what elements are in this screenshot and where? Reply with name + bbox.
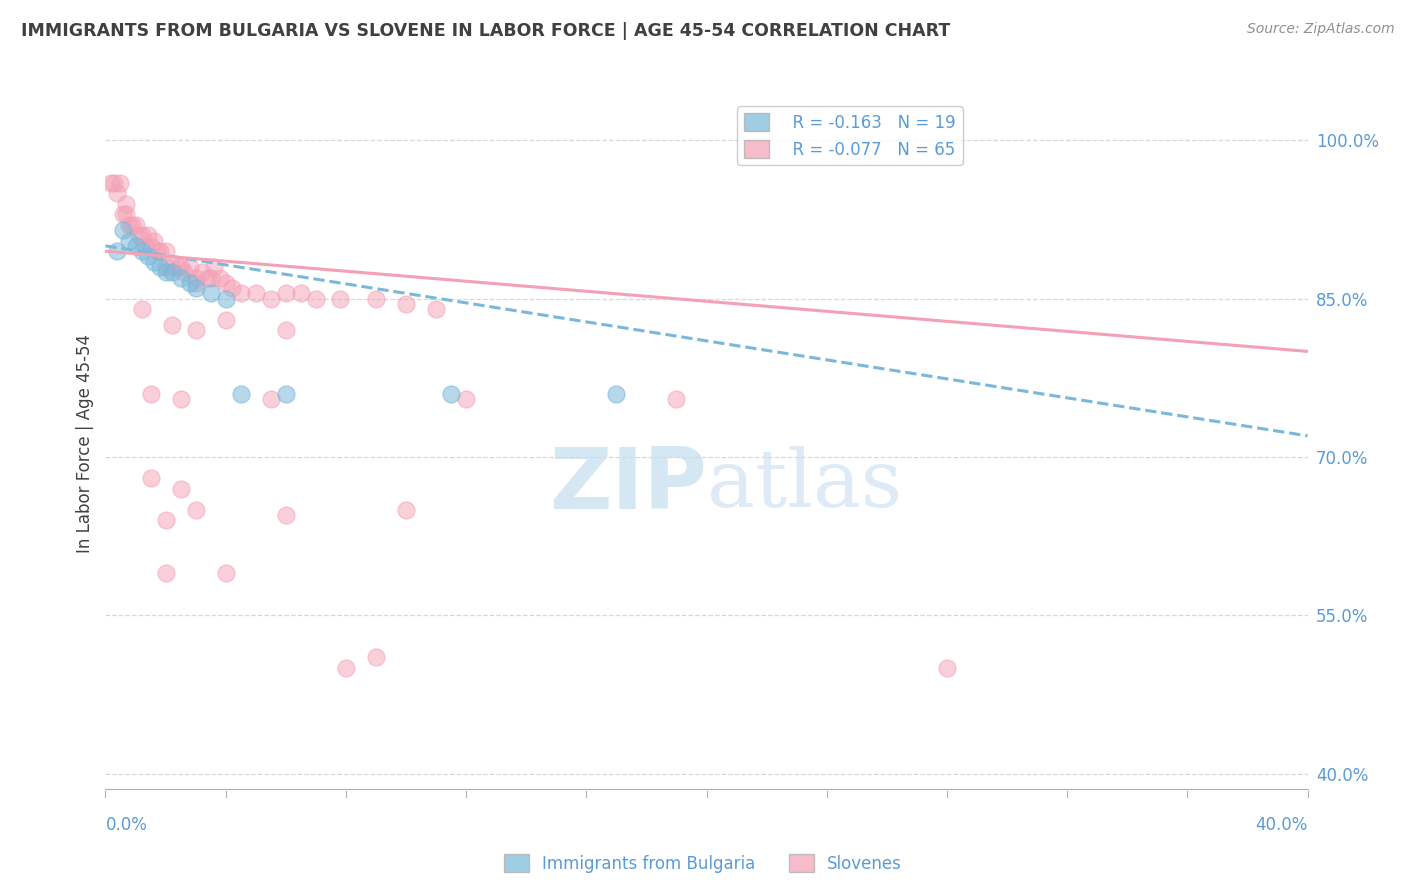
Point xyxy=(305,292,328,306)
Text: IMMIGRANTS FROM BULGARIA VS SLOVENE IN LABOR FORCE | AGE 45-54 CORRELATION CHART: IMMIGRANTS FROM BULGARIA VS SLOVENE IN L… xyxy=(21,22,950,40)
Point xyxy=(200,286,222,301)
Point xyxy=(124,239,146,253)
Point xyxy=(148,244,170,259)
Point xyxy=(274,508,297,522)
Point xyxy=(166,260,188,274)
Point xyxy=(169,392,191,406)
Legend: Immigrants from Bulgaria, Slovenes: Immigrants from Bulgaria, Slovenes xyxy=(498,847,908,880)
Point xyxy=(148,260,170,274)
Point xyxy=(136,249,159,263)
Point xyxy=(136,228,159,243)
Point xyxy=(112,207,135,221)
Point xyxy=(229,386,252,401)
Point xyxy=(190,265,212,279)
Point xyxy=(197,270,219,285)
Point xyxy=(115,207,138,221)
Point xyxy=(395,502,418,516)
Point xyxy=(202,260,225,274)
Point xyxy=(184,281,207,295)
Point xyxy=(142,234,165,248)
Point xyxy=(107,244,129,259)
Point xyxy=(134,239,156,253)
Point xyxy=(121,218,143,232)
Point xyxy=(214,566,236,580)
Point xyxy=(169,260,191,274)
Point xyxy=(103,176,125,190)
Point xyxy=(155,513,177,527)
Point xyxy=(214,292,236,306)
Point xyxy=(936,661,959,675)
Point xyxy=(184,276,207,290)
Point xyxy=(260,392,283,406)
Point xyxy=(160,260,183,274)
Point xyxy=(425,302,447,317)
Point xyxy=(155,566,177,580)
Point xyxy=(139,386,162,401)
Point xyxy=(155,260,177,274)
Point xyxy=(155,265,177,279)
Point xyxy=(142,254,165,268)
Legend:   R = -0.163   N = 19,   R = -0.077   N = 65: R = -0.163 N = 19, R = -0.077 N = 65 xyxy=(737,106,963,165)
Point xyxy=(260,292,283,306)
Point xyxy=(184,323,207,337)
Point xyxy=(124,218,146,232)
Text: 0.0%: 0.0% xyxy=(105,816,148,834)
Text: 40.0%: 40.0% xyxy=(1256,816,1308,834)
Point xyxy=(160,318,183,332)
Point xyxy=(131,228,153,243)
Point xyxy=(665,392,688,406)
Point xyxy=(440,386,463,401)
Point xyxy=(274,286,297,301)
Point xyxy=(115,196,138,211)
Point xyxy=(155,244,177,259)
Point xyxy=(605,386,627,401)
Y-axis label: In Labor Force | Age 45-54: In Labor Force | Age 45-54 xyxy=(76,334,94,553)
Point xyxy=(139,239,162,253)
Point xyxy=(145,244,167,259)
Point xyxy=(214,312,236,326)
Point xyxy=(179,276,201,290)
Point xyxy=(335,661,357,675)
Point xyxy=(454,392,477,406)
Point xyxy=(184,502,207,516)
Point xyxy=(128,228,150,243)
Point xyxy=(208,270,231,285)
Point xyxy=(214,276,236,290)
Point xyxy=(245,286,267,301)
Point xyxy=(169,270,191,285)
Point xyxy=(184,270,207,285)
Text: Source: ZipAtlas.com: Source: ZipAtlas.com xyxy=(1247,22,1395,37)
Point xyxy=(107,186,129,200)
Point xyxy=(173,265,195,279)
Point xyxy=(274,386,297,401)
Point xyxy=(112,223,135,237)
Text: ZIP: ZIP xyxy=(548,443,707,527)
Point xyxy=(179,260,201,274)
Point xyxy=(329,292,352,306)
Point xyxy=(364,292,387,306)
Point xyxy=(118,218,141,232)
Point xyxy=(131,244,153,259)
Point xyxy=(118,234,141,248)
Point xyxy=(395,297,418,311)
Point xyxy=(100,176,122,190)
Point xyxy=(169,482,191,496)
Point xyxy=(364,650,387,665)
Text: atlas: atlas xyxy=(707,446,901,524)
Point xyxy=(274,323,297,337)
Point xyxy=(290,286,312,301)
Point xyxy=(200,270,222,285)
Point xyxy=(221,281,243,295)
Point xyxy=(139,471,162,485)
Point xyxy=(160,265,183,279)
Point xyxy=(229,286,252,301)
Point xyxy=(131,302,153,317)
Point xyxy=(110,176,132,190)
